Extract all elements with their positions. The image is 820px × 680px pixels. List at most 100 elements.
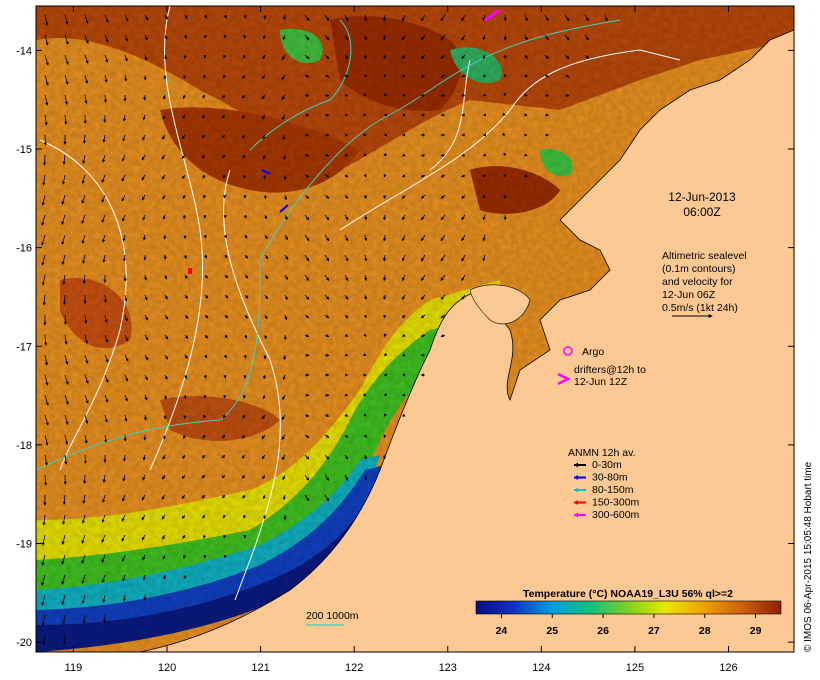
- velocity-arrow: [44, 74, 49, 86]
- velocity-arrow: [142, 234, 146, 241]
- velocity-arrow: [282, 494, 287, 501]
- velocity-arrow: [482, 194, 486, 199]
- velocity-arrow: [244, 274, 249, 279]
- velocity-arrow: [203, 554, 207, 559]
- velocity-arrow: [440, 234, 446, 242]
- velocity-arrow: [241, 94, 246, 99]
- colorbar-ticks: 24 25 26 27 28 29: [496, 614, 762, 637]
- velocity-arrow: [243, 174, 247, 179]
- velocity-arrow: [261, 114, 266, 120]
- drifter-marker: [557, 372, 571, 386]
- velocity-arrow: [223, 234, 227, 239]
- velocity-arrow: [241, 434, 246, 439]
- velocity-arrow: [84, 374, 89, 384]
- velocity-arrow: [84, 394, 89, 404]
- velocity-arrow: [440, 74, 446, 78]
- velocity-arrow: [183, 434, 186, 439]
- velocity-arrow: [304, 474, 310, 481]
- velocity-arrow: [61, 214, 66, 225]
- velocity-arrow: [122, 494, 126, 502]
- velocity-arrow: [524, 14, 528, 22]
- velocity-arrow: [184, 354, 188, 359]
- colorbar-tick-label: 29: [750, 625, 762, 637]
- velocity-arrow: [203, 34, 207, 39]
- velocity-arrow: [181, 514, 186, 519]
- velocity-arrow: [81, 514, 86, 524]
- x-tick-label: 121: [251, 662, 269, 674]
- velocity-arrow: [124, 14, 129, 22]
- velocity-arrow: [203, 374, 207, 379]
- x-tick-label: 126: [719, 662, 737, 674]
- velocity-arrow: [344, 274, 349, 281]
- velocity-arrow: [344, 174, 349, 178]
- anmn-legend-label: 0-30m: [592, 459, 622, 471]
- velocity-arrow: [164, 294, 168, 300]
- velocity-arrow: [182, 114, 186, 119]
- velocity-arrow: [344, 434, 349, 439]
- velocity-arrow: [324, 194, 330, 199]
- velocity-arrow: [524, 74, 528, 78]
- velocity-arrow: [44, 54, 49, 66]
- velocity-arrow: [544, 54, 549, 59]
- velocity-arrow: [203, 414, 207, 419]
- velocity-arrow: [202, 514, 206, 519]
- velocity-arrow: [221, 134, 226, 139]
- velocity-arrow: [183, 254, 187, 259]
- velocity-arrow: [201, 134, 206, 139]
- velocity-arrow: [383, 434, 387, 439]
- velocity-arrow: [482, 54, 486, 60]
- velocity-arrow: [221, 474, 226, 479]
- velocity-arrow: [363, 333, 367, 337]
- velocity-arrow: [144, 54, 148, 61]
- velocity-arrow: [440, 274, 446, 281]
- velocity-arrow: [164, 334, 169, 340]
- velocity-arrow: [440, 14, 446, 22]
- velocity-arrow: [564, 14, 570, 22]
- velocity-arrow: [81, 214, 86, 224]
- velocity-arrow: [62, 514, 66, 525]
- velocity-arrow: [420, 93, 426, 97]
- anmn-legend-label: 80-150m: [592, 484, 634, 496]
- velocity-arrow: [204, 254, 208, 259]
- velocity-arrow: [304, 234, 310, 242]
- velocity-arrow: [222, 154, 226, 159]
- velocity-arrow: [402, 74, 406, 78]
- velocity-arrow: [44, 454, 48, 466]
- velocity-arrow: [344, 14, 349, 22]
- velocity-arrow: [420, 334, 426, 337]
- velocity-arrow: [124, 414, 128, 422]
- velocity-arrow: [81, 594, 86, 604]
- velocity-arrow: [284, 234, 289, 241]
- velocity-arrow: [163, 574, 167, 580]
- velocity-arrow: [264, 294, 269, 300]
- velocity-arrow: [184, 294, 189, 299]
- velocity-arrow: [242, 414, 246, 419]
- velocity-arrow: [41, 554, 46, 566]
- velocity-arrow: [364, 274, 368, 282]
- velocity-arrow: [82, 614, 86, 624]
- velocity-arrow: [440, 54, 446, 59]
- velocity-vectors: [41, 14, 608, 646]
- velocity-arrow: [144, 294, 148, 301]
- velocity-arrow: [221, 454, 226, 459]
- altimetry-line-1: Altimetric sealevel: [662, 250, 747, 262]
- velocity-arrow: [81, 554, 86, 564]
- velocity-arrow: [64, 74, 69, 85]
- velocity-arrow: [584, 14, 589, 22]
- velocity-arrow: [64, 334, 68, 345]
- velocity-arrow: [264, 214, 268, 220]
- drifters-line-1: drifters@12h to: [574, 364, 646, 376]
- velocity-arrow: [344, 474, 349, 481]
- velocity-arrow: [461, 93, 466, 97]
- velocity-arrow: [244, 314, 248, 319]
- velocity-arrow: [524, 93, 528, 97]
- velocity-arrow: [81, 534, 86, 544]
- velocity-arrow: [163, 254, 167, 260]
- velocity-arrow: [203, 234, 207, 239]
- velocity-arrow: [482, 34, 486, 41]
- velocity-arrow: [84, 14, 89, 24]
- velocity-arrow: [363, 173, 367, 178]
- y-tick-label: -19: [16, 539, 32, 551]
- velocity-arrow: [203, 194, 207, 199]
